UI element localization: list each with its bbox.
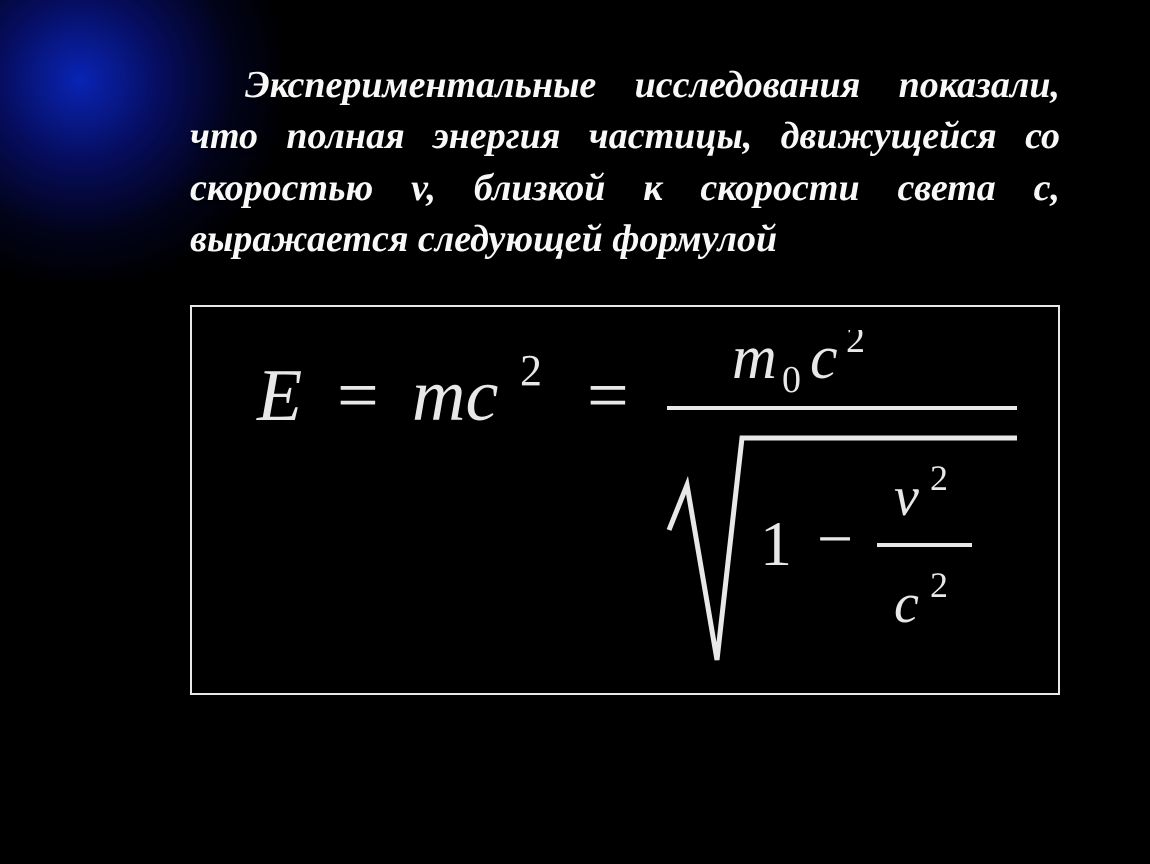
formula-num-c: c xyxy=(810,330,838,392)
formula-mc: mc xyxy=(412,355,498,437)
formula-E: E xyxy=(256,355,302,437)
formula-container: E = mc 2 = m 0 c 2 1 − v 2 xyxy=(190,305,1060,695)
formula-sqrt-one: 1 xyxy=(760,508,792,579)
formula-sqrt-minus: − xyxy=(817,503,853,574)
formula-mc-sup: 2 xyxy=(520,346,542,395)
slide-paragraph: Экспериментальные исследования показали,… xyxy=(190,60,1060,265)
formula-num-sub0: 0 xyxy=(782,359,801,401)
formula-svg: E = mc 2 = m 0 c 2 1 − v 2 xyxy=(237,330,1017,670)
formula-eq1: = xyxy=(337,355,379,437)
formula-num-m: m xyxy=(732,330,777,392)
formula-frac-c: c xyxy=(894,573,919,635)
formula-num-sup2: 2 xyxy=(846,330,865,361)
formula-frac-c-sup: 2 xyxy=(930,565,948,605)
formula-frac-v-sup: 2 xyxy=(930,458,948,498)
formula-eq2: = xyxy=(587,355,629,437)
formula-frac-v: v xyxy=(894,466,919,528)
slide-content: Экспериментальные исследования показали,… xyxy=(0,0,1150,735)
